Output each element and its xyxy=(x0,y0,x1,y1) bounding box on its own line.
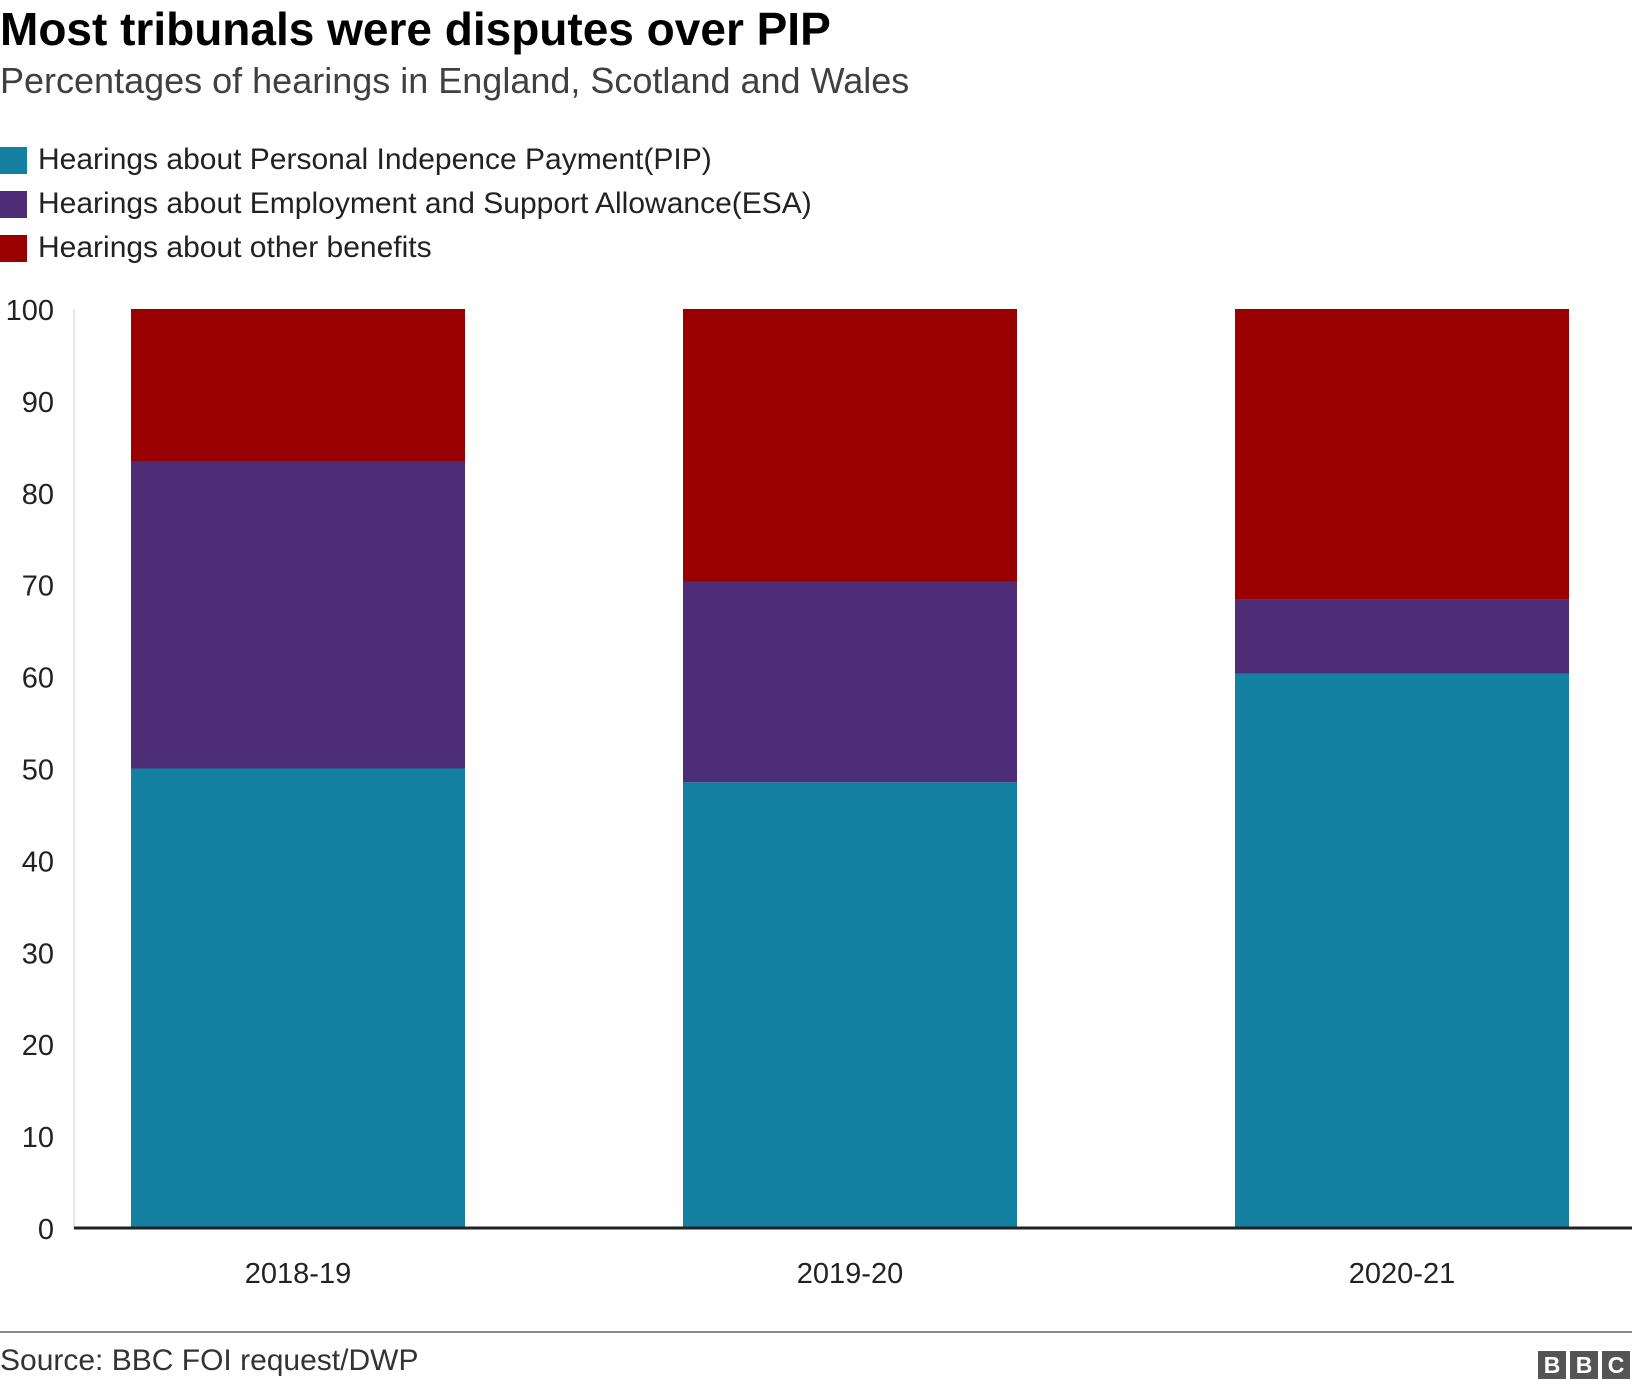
bar-other-2020-21 xyxy=(1235,309,1569,600)
legend-label-esa: Hearings about Employment and Support Al… xyxy=(38,187,812,220)
bar-pip-2020-21 xyxy=(1235,673,1569,1228)
y-tick-label: 80 xyxy=(22,479,54,511)
bbc-logo: B B C xyxy=(1538,1351,1630,1379)
legend-label-other: Hearings about other benefits xyxy=(38,231,432,264)
legend-item-pip: Hearings about Personal Indepence Paymen… xyxy=(0,138,812,182)
y-tick-label: 100 xyxy=(6,295,54,327)
y-tick-label: 40 xyxy=(22,846,54,878)
legend-item-other: Hearings about other benefits xyxy=(0,226,812,270)
bar-other-2019-20 xyxy=(683,309,1017,582)
stacked-bar-chart: 0 10 20 30 40 50 60 70 80 90 100 2018-19 2019-20 2020… xyxy=(6,295,1632,1290)
legend-swatch-other xyxy=(0,234,27,262)
x-tick-label: 2020-21 xyxy=(1349,1258,1455,1290)
bar-pip-2018-19 xyxy=(131,768,465,1228)
bar-other-2018-19 xyxy=(131,309,465,462)
bbc-logo-block-3: C xyxy=(1602,1351,1630,1379)
legend-swatch-esa xyxy=(0,190,27,218)
bar-esa-2019-20 xyxy=(683,581,1017,783)
legend-label-pip: Hearings about Personal Indepence Paymen… xyxy=(38,143,712,176)
footer-divider xyxy=(0,1331,1632,1333)
bar-pip-2019-20 xyxy=(683,782,1017,1228)
bbc-logo-block-2: B xyxy=(1570,1351,1598,1379)
y-tick-label: 70 xyxy=(22,571,54,603)
y-tick-label: 60 xyxy=(22,663,54,695)
x-tick-label: 2019-20 xyxy=(797,1258,903,1290)
bar-esa-2020-21 xyxy=(1235,599,1569,674)
source-note: Source: BBC FOI request/DWP xyxy=(0,1344,419,1377)
y-tick-label: 20 xyxy=(22,1030,54,1062)
x-tick-label: 2018-19 xyxy=(245,1258,351,1290)
y-tick-label: 30 xyxy=(22,938,54,970)
y-tick-label: 90 xyxy=(22,387,54,419)
y-tick-label: 10 xyxy=(22,1122,54,1154)
y-tick-label: 0 xyxy=(38,1214,54,1246)
legend: Hearings about Personal Indepence Paymen… xyxy=(0,138,812,270)
chart-subtitle: Percentages of hearings in England, Scot… xyxy=(0,60,910,101)
legend-swatch-pip xyxy=(0,146,27,174)
bbc-logo-block-1: B xyxy=(1538,1351,1566,1379)
y-tick-label: 50 xyxy=(22,755,54,787)
bar-esa-2018-19 xyxy=(131,461,465,769)
legend-item-esa: Hearings about Employment and Support Al… xyxy=(0,182,812,226)
chart-title: Most tribunals were disputes over PIP xyxy=(0,3,831,55)
